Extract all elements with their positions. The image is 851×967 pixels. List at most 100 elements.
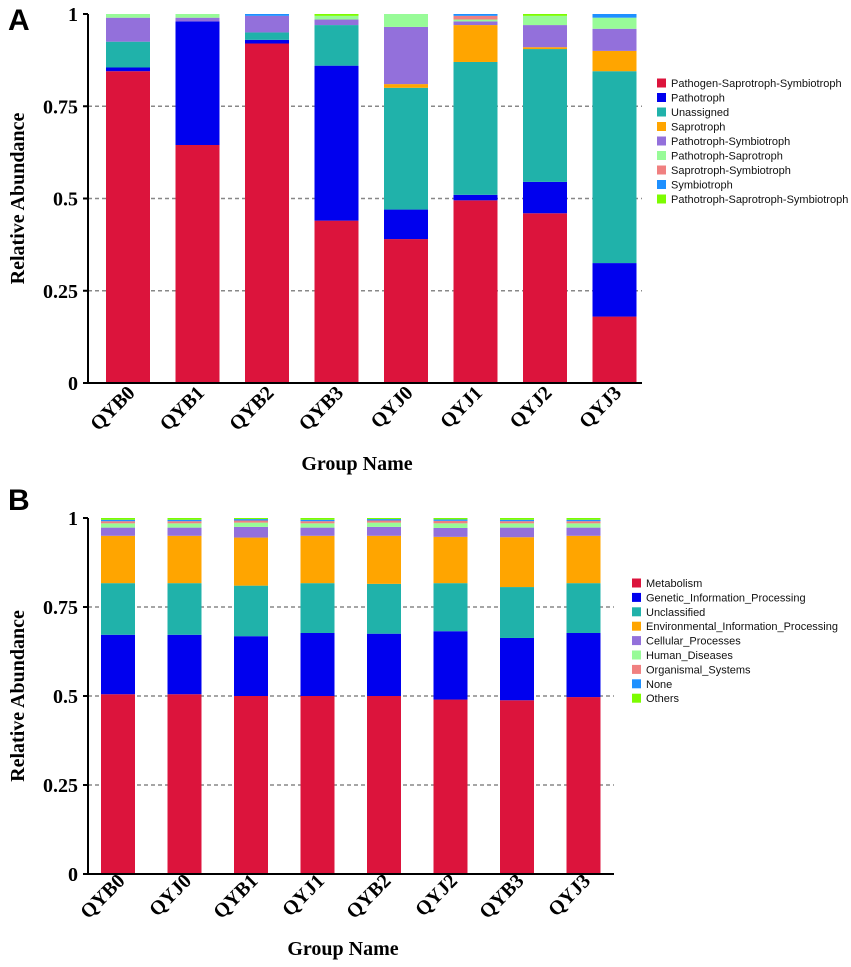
bar-segment-qyj1-5 [300,523,335,528]
bar-segment-qyj0-2 [167,583,202,635]
legend-swatch [632,650,641,660]
bar-segment-qyj3-8 [566,518,601,520]
bar-segment-qyb1-2 [234,585,268,637]
bar-segment-qyb3-4 [500,527,534,538]
bar-segment-qyb2-6 [367,520,401,523]
bar-segment-qyb2-2 [245,32,289,40]
bar-segment-qyb3-4 [314,19,359,26]
bar-segment-qyb1-7 [234,519,268,521]
legend-swatch [657,165,666,175]
bar-segment-qyb2-5 [367,522,401,527]
bar-segment-qyj3-4 [566,527,601,536]
bar-segment-qyj0-5 [384,14,428,27]
bar-segment-qyj1-0 [453,200,498,383]
bar-segment-qyj1-4 [453,21,498,26]
y-tick-label: 0.25 [43,281,78,303]
y-tick-label: 1 [68,508,78,530]
x-tick-label: QYJ3 [575,382,626,433]
bar-segment-qyb1-4 [175,17,220,22]
bar-segment-qyb3-0 [314,220,359,383]
legend-label: Saprotroph-Symbiotroph [671,165,791,177]
x-tick-label: QYB1 [209,870,262,923]
y-axis-title: Relative Abundance [7,113,29,285]
legend-swatch [657,93,666,102]
bar-segment-qyb0-0 [106,71,150,383]
legend-label: Pathotroph [671,93,725,105]
x-tick-label: QYB1 [156,382,209,435]
y-tick-label: 0.75 [43,597,78,619]
bar-segment-qyj1-1 [453,194,498,201]
y-tick-label: 1 [68,4,78,26]
legend-swatch [657,136,666,146]
bar-segment-qyj3-2 [592,71,637,264]
x-tick-label: QYJ2 [411,870,462,921]
bar-segment-qyb3-6 [500,521,534,524]
bar-segment-qyb2-0 [367,696,401,874]
bar-segment-qyb2-8 [367,518,401,520]
bar-segment-qyj2-5 [433,523,468,528]
bar-segment-qyj1-0 [300,696,335,874]
bar-segment-qyj1-4 [300,527,335,536]
bar-segment-qyj2-8 [523,14,567,16]
bar-segment-qyb2-1 [367,633,401,696]
bar-segment-qyj0-3 [384,84,428,88]
bar-segment-qyj0-2 [384,87,428,210]
bar-segment-qyb2-4 [245,15,289,33]
y-tick-label: 0 [68,864,78,886]
bar-segment-qyj1-2 [453,61,498,195]
x-tick-label: QYJ1 [278,870,329,921]
bar-segment-qyb1-8 [234,518,268,520]
bar-segment-qyb2-4 [367,526,401,536]
bar-segment-qyb0-5 [106,14,150,18]
y-tick-label: 0.25 [43,775,78,797]
bar-segment-qyb1-5 [175,14,220,18]
bar-segment-qyj2-2 [523,49,567,182]
bar-segment-qyb3-0 [500,700,534,874]
bar-segment-qyj0-0 [384,239,428,383]
legend-swatch [657,122,666,131]
x-tick-label: QYB2 [342,870,395,923]
bar-segment-qyj0-1 [167,634,202,695]
bar-segment-qyj0-1 [384,209,428,240]
legend-label: None [646,679,672,691]
legend-swatch [632,664,641,674]
x-axis-title: Group Name [287,938,398,960]
bar-segment-qyj2-1 [523,181,567,214]
bar-segment-qyb3-7 [500,519,534,522]
y-tick-label: 0 [68,373,78,395]
legend-swatch [657,107,666,117]
bar-segment-qyb3-3 [500,537,534,588]
bar-segment-qyj0-4 [167,527,202,536]
bar-segment-qyj3-2 [566,583,601,633]
bar-segment-qyj1-6 [453,15,498,20]
x-tick-label: QYJ3 [544,870,595,921]
bar-segment-qyj3-7 [566,519,601,522]
bar-segment-qyb1-1 [234,636,268,696]
bar-segment-qyj0-7 [167,519,202,522]
legend-label: Environmental_Information_Processing [646,621,838,633]
legend-label: Unclassified [646,607,705,619]
bar-segment-qyb0-8 [101,518,135,520]
bar-segment-qyb3-8 [314,14,359,16]
legend-label: Metabolism [646,578,702,590]
legend-label: Unassigned [671,107,729,119]
bar-segment-qyb0-6 [101,521,135,524]
bar-segment-qyj1-6 [300,521,335,524]
legend-swatch [632,578,641,588]
bar-segment-qyj3-0 [592,316,637,383]
x-tick-label: QYJ0 [367,382,418,433]
bar-segment-qyb0-0 [101,694,135,874]
y-tick-label: 0.75 [43,96,78,118]
bar-segment-qyb0-4 [106,17,150,42]
chart-panel-a: A QYB0 QYB1 QYB2 QYB3 QYJ0 QYJ1 QYJ2 QYJ3 0 0.25 0.… [7,4,848,475]
bar-segment-qyj0-3 [167,535,202,584]
legend-swatch [632,636,641,646]
legend-label: Symbiotroph [671,180,733,192]
legend-label: Saprotroph [671,122,725,134]
bar-segment-qyb1-3 [234,537,268,586]
bar-segment-qyb3-2 [500,587,534,638]
legend: Pathogen-Saprotroph-Symbiotroph Pathotrop… [657,78,848,206]
bar-segment-qyj1-2 [300,583,335,633]
bar-segment-qyb1-4 [234,526,268,538]
legend-swatch [657,151,666,160]
